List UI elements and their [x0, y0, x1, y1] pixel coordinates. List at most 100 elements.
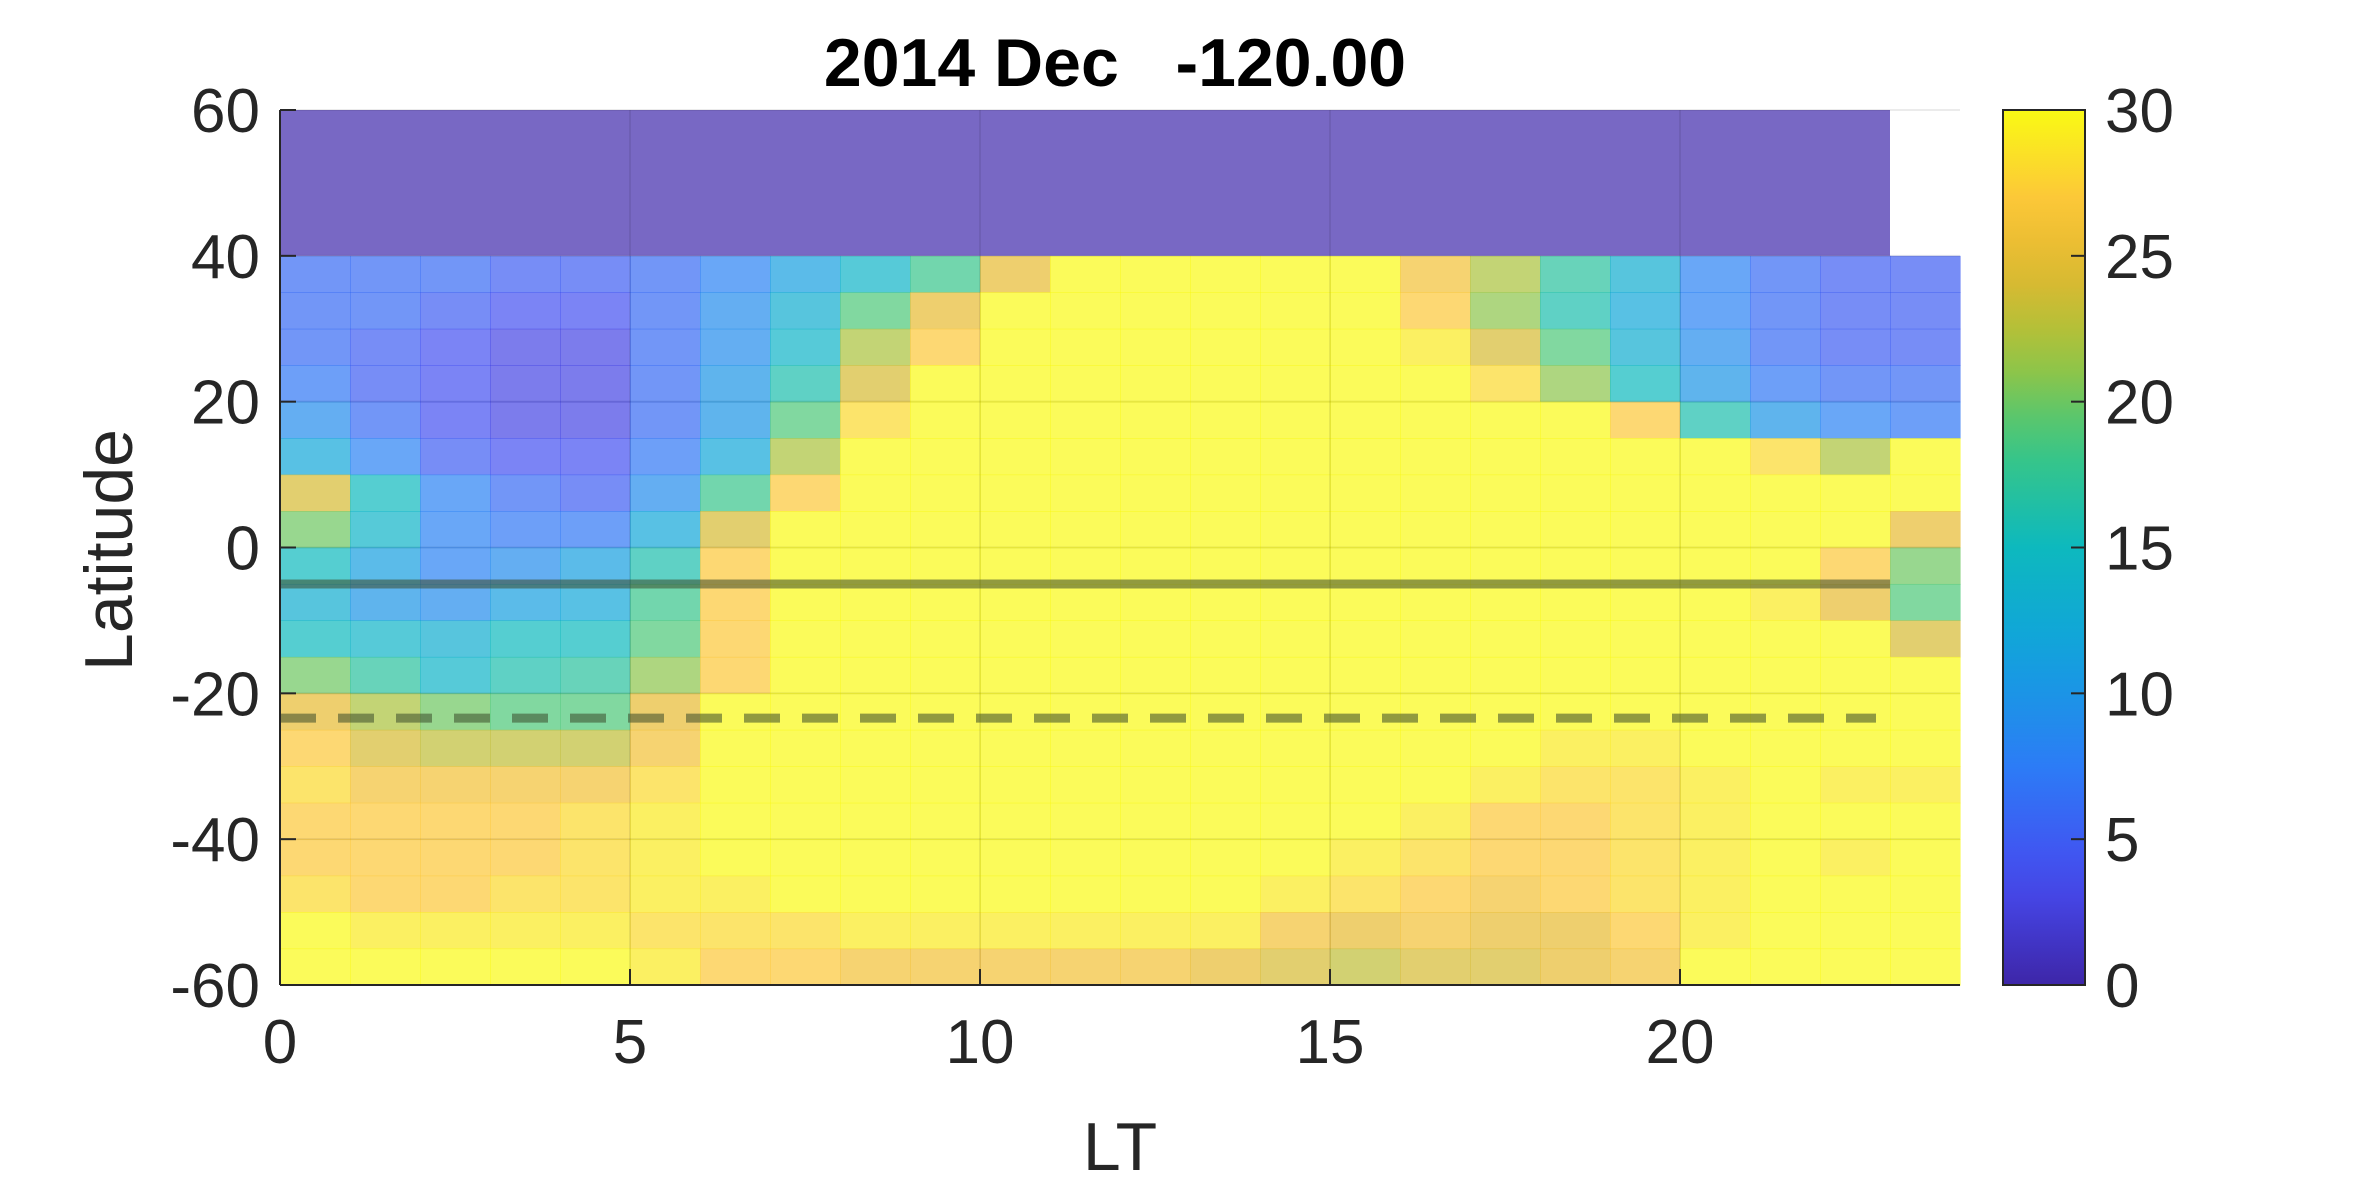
heatmap-cell [1750, 292, 1821, 330]
heatmap-cell [490, 438, 561, 476]
heatmap-cell [980, 365, 1051, 403]
heatmap-cell [420, 656, 491, 694]
heatmap-cell [980, 875, 1051, 913]
heatmap-cells [280, 255, 1961, 986]
heatmap-cell [840, 547, 911, 585]
heatmap-cell [1050, 511, 1121, 549]
heatmap-cell [1820, 729, 1891, 767]
heatmap-cell [700, 365, 771, 403]
heatmap-cell [1330, 875, 1401, 913]
heatmap-cell [1330, 766, 1401, 804]
heatmap-cell [1610, 912, 1681, 950]
heatmap-cell [1400, 875, 1471, 913]
heatmap-cell [1820, 620, 1891, 658]
heatmap-cell [1750, 547, 1821, 585]
heatmap-cell [1190, 875, 1261, 913]
heatmap-cell [560, 438, 631, 476]
heatmap-cell [1120, 365, 1191, 403]
heatmap-cell [420, 547, 491, 585]
heatmap-cell [1330, 547, 1401, 585]
heatmap-cell [420, 912, 491, 950]
heatmap-cell [490, 766, 561, 804]
heatmap-cell [490, 583, 561, 622]
heatmap-cell [1400, 292, 1471, 330]
heatmap-cell [1400, 839, 1471, 877]
heatmap-cell [350, 693, 421, 731]
heatmap-cell [1050, 656, 1121, 694]
heatmap-cell [1820, 766, 1891, 804]
heatmap-cell [1260, 583, 1331, 622]
heatmap-cell [1890, 583, 1961, 622]
heatmap-cell [770, 547, 841, 585]
heatmap-cell [1120, 583, 1191, 622]
heatmap-cell [1400, 802, 1471, 840]
heatmap-cell [350, 328, 421, 366]
heatmap-cell [910, 766, 981, 804]
heatmap-cell [1610, 693, 1681, 731]
heatmap-cell [1190, 583, 1261, 622]
heatmap-cell [1120, 766, 1191, 804]
x-tick-label: 0 [263, 1008, 297, 1077]
heatmap-cell [980, 912, 1051, 950]
heatmap-cell [840, 365, 911, 403]
heatmap-cell [1050, 729, 1121, 767]
heatmap-cell [1540, 802, 1611, 840]
heatmap-cell [1470, 511, 1541, 549]
heatmap-cell [770, 729, 841, 767]
heatmap-cell [1120, 839, 1191, 877]
heatmap-cell [350, 255, 421, 293]
heatmap-cell [490, 802, 561, 840]
y-tick-label: 20 [191, 369, 260, 438]
heatmap-cell [840, 511, 911, 549]
heatmap-cell [1400, 328, 1471, 366]
heatmap-cell [1050, 875, 1121, 913]
heatmap-cell [630, 511, 701, 549]
heatmap-cell [700, 255, 771, 293]
heatmap-cell [350, 656, 421, 694]
heatmap-cell [420, 875, 491, 913]
heatmap-cell [1400, 583, 1471, 622]
heatmap-cell [1050, 839, 1121, 877]
heatmap-cell [490, 328, 561, 366]
colorbar-tick-label: 20 [2105, 369, 2174, 438]
heatmap-cell [1890, 656, 1961, 694]
heatmap-cell [840, 948, 911, 986]
heatmap-cell [1120, 912, 1191, 950]
heatmap-cell [1890, 474, 1961, 512]
heatmap-cell [560, 620, 631, 658]
heatmap-cell [1540, 328, 1611, 366]
heatmap-cell [420, 328, 491, 366]
heatmap-cell [1050, 547, 1121, 585]
heatmap-cell [280, 912, 351, 950]
heatmap-cell [1260, 693, 1331, 731]
x-tick-labels: 0 5 10 15 20 [263, 1008, 1715, 1077]
heatmap-cell [1610, 401, 1681, 439]
heatmap-cell [1750, 401, 1821, 439]
heatmap-cell [1470, 438, 1541, 476]
heatmap-cell [1890, 875, 1961, 913]
y-axis-label: Latitude [71, 429, 147, 671]
heatmap-cell [1330, 292, 1401, 330]
heatmap-cell [1680, 547, 1751, 585]
heatmap-cell [980, 292, 1051, 330]
heatmap-cell [280, 729, 351, 767]
heatmap-cell [700, 766, 771, 804]
heatmap-cell [1330, 438, 1401, 476]
heatmap-cell [1470, 292, 1541, 330]
heatmap-cell [630, 292, 701, 330]
heatmap-cell [770, 948, 841, 986]
heatmap-cell [420, 839, 491, 877]
heatmap-cell [1750, 365, 1821, 403]
heatmap-cell [560, 802, 631, 840]
heatmap-cell [280, 438, 351, 476]
heatmap-cell [630, 802, 701, 840]
heatmap-cell [700, 583, 771, 622]
heatmap-cell [1260, 255, 1331, 293]
heatmap-cell [1540, 839, 1611, 877]
heatmap-cell [1680, 620, 1751, 658]
heatmap-cell [700, 547, 771, 585]
heatmap-cell [980, 839, 1051, 877]
heatmap-cell [840, 729, 911, 767]
heatmap-cell [1540, 365, 1611, 403]
heatmap-cell [700, 438, 771, 476]
